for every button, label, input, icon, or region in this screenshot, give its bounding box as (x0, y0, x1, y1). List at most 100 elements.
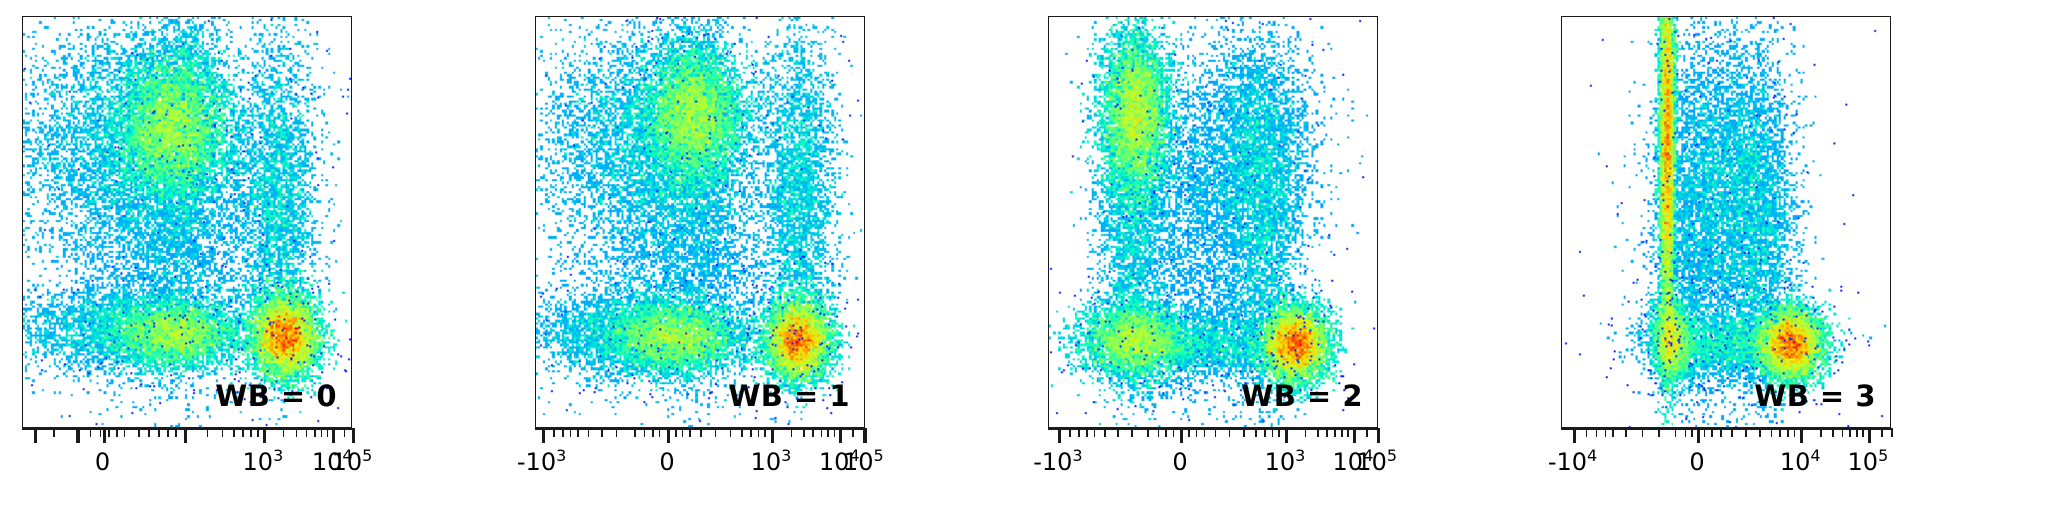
axis-tick-minor (1787, 428, 1789, 437)
axis-line (1561, 428, 1891, 430)
tick-label-mantissa: 10 (331, 448, 363, 476)
axis-tick-minor (1720, 428, 1722, 437)
tick-label-exponent: 5 (1386, 446, 1398, 465)
axis-tick-minor (852, 428, 855, 437)
axis-tick-minor (242, 428, 245, 437)
axis-tick-label: 105 (842, 448, 884, 477)
axis-tick-minor (250, 428, 252, 437)
axis-tick-minor (320, 428, 323, 437)
tick-label-mantissa: 10 (1356, 448, 1387, 476)
axis-tick-minor (601, 428, 603, 437)
tick-label-mantissa: -10 (1547, 448, 1588, 476)
axis-tick-label: 105 (331, 448, 373, 477)
density-scatter-canvas (536, 17, 864, 427)
axis-tick-minor (750, 428, 752, 437)
axis-tick-minor (652, 428, 654, 437)
axis-tick-label: 103 (1265, 448, 1306, 477)
axis-tick-minor (812, 428, 814, 437)
tick-label-exponent: 3 (1072, 446, 1083, 465)
axis-tick-major (1572, 428, 1576, 443)
axis-tick-minor (1278, 428, 1280, 437)
tick-label-mantissa: 0 (94, 448, 111, 476)
tick-label-mantissa: 0 (659, 448, 675, 476)
axis-tick-label: 105 (1848, 446, 1889, 477)
axis-tick-major (839, 428, 843, 443)
axis-tick-minor (1730, 428, 1733, 437)
axis-tick-minor (587, 428, 590, 437)
axis-tick-minor (757, 428, 760, 437)
axis-tick-major (262, 428, 267, 443)
axis-tick-major (183, 428, 187, 443)
axis-tick-minor (615, 428, 618, 437)
tick-label-exponent: 4 (1810, 446, 1821, 465)
axis-tick-minor (1243, 428, 1245, 437)
tick-label-mantissa: 10 (842, 448, 874, 476)
tick-label-exponent: 5 (1878, 446, 1889, 465)
axis-tick-minor (1641, 428, 1644, 437)
axis-tick-minor (764, 428, 766, 437)
axis-tick-major (1284, 428, 1289, 443)
x-axis: -103 0 103 104 105 (1033, 428, 1397, 508)
density-plot-panel-3: WB = 3 -104 0 104 105 (1539, 0, 2052, 508)
axis-tick-major (1696, 428, 1701, 443)
axis-tick-major (332, 428, 336, 443)
axis-line (1048, 428, 1378, 430)
axis-tick-minor (1085, 428, 1088, 437)
panel-label: WB = 1 (728, 379, 850, 413)
axis-tick-minor (553, 428, 555, 437)
axis-tick-minor (295, 428, 298, 437)
axis-tick-minor (1346, 428, 1349, 437)
axis-tick-minor (1264, 428, 1266, 437)
axis-tick-minor (99, 428, 102, 437)
axis-tick-minor (256, 428, 259, 437)
axis-tick-minor (89, 428, 92, 437)
axis-tick-minor (123, 428, 126, 437)
axis-tick-major (1376, 428, 1380, 443)
axis-tick-minor (1684, 428, 1687, 437)
axis-tick-minor (206, 428, 209, 437)
axis-tick-minor (1674, 428, 1677, 437)
axis-tick-minor (1711, 428, 1713, 437)
axis-tick-minor (827, 428, 829, 437)
axis-tick-minor (1703, 428, 1706, 437)
axis-tick-minor (1366, 428, 1368, 437)
axis-tick-minor (1188, 428, 1190, 437)
axis-tick-minor (714, 428, 717, 437)
axis-tick-minor (1691, 428, 1693, 437)
axis-tick-minor (1304, 428, 1307, 437)
axis-tick-minor (681, 428, 684, 437)
axis-tick-minor (1779, 428, 1782, 437)
axis-tick-label: 0 (1172, 448, 1187, 476)
axis-tick-minor (577, 428, 579, 437)
axis-tick-minor (1612, 428, 1614, 437)
axis-tick-minor (1214, 428, 1217, 437)
axis-tick-minor (1203, 428, 1206, 437)
axis-tick-minor (282, 428, 285, 437)
tick-label-mantissa: 0 (1689, 448, 1705, 476)
axis-tick-minor (790, 428, 793, 437)
axis-tick-minor (1841, 428, 1844, 437)
axis-tick-major (33, 428, 37, 443)
axis-tick-minor (1157, 428, 1160, 437)
tick-label-mantissa: 10 (818, 448, 850, 476)
axis-tick-minor (1165, 428, 1167, 437)
axis-tick-minor (175, 428, 178, 437)
axis-tick-minor (1195, 428, 1198, 437)
axis-tick-minor (1770, 428, 1773, 437)
axis-tick-minor (1849, 428, 1851, 437)
tick-label-mantissa: -10 (1033, 448, 1073, 476)
axis-tick-minor (643, 428, 646, 437)
density-plot-panel-1: WB = 1 -103 0 103 104 105 (513, 0, 1026, 508)
density-scatter-canvas (23, 17, 351, 427)
tick-label-exponent: 3 (781, 446, 792, 465)
x-axis: -104 0 104 105 (1548, 428, 1893, 508)
axis-tick-minor (167, 428, 169, 437)
axis-tick-minor (1147, 428, 1149, 437)
axis-tick-minor (1255, 428, 1257, 437)
axis-tick-major (667, 428, 671, 443)
axis-tick-minor (1271, 428, 1274, 437)
axis-tick-minor (1069, 428, 1072, 437)
axis-tick-minor (569, 428, 572, 437)
plot-frame: WB = 1 (535, 16, 865, 428)
